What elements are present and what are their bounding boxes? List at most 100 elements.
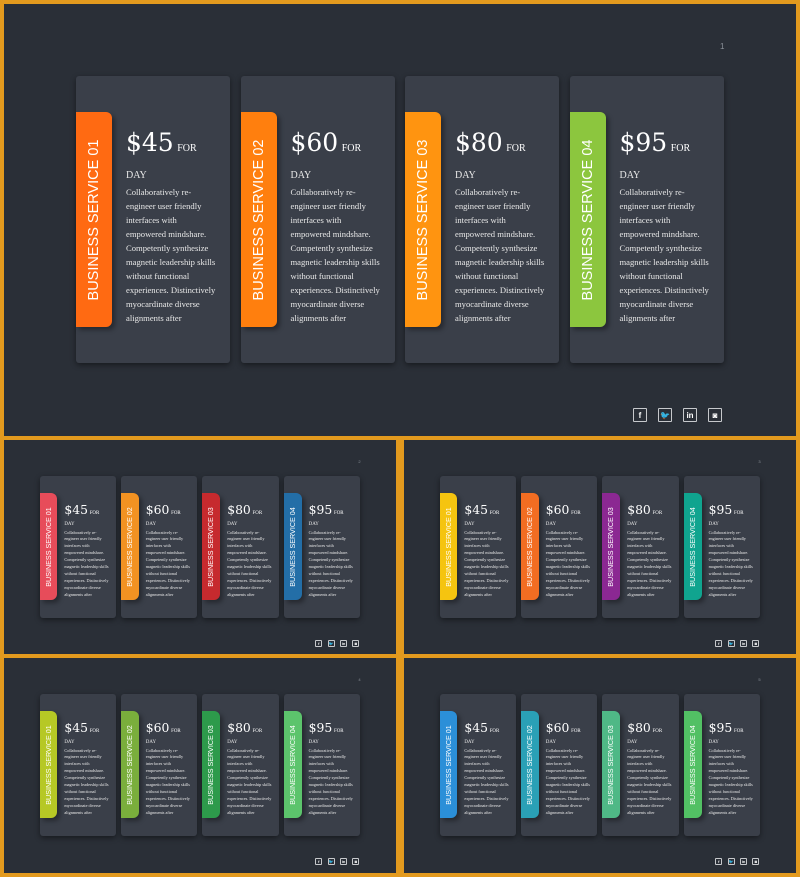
social-links: f 🐦 in ◙ (715, 857, 760, 865)
description-line: magnetic leadership skills (308, 782, 353, 788)
description-line: alignments after (627, 591, 655, 597)
service-tab: BUSINESS SERVICE 04 (683, 711, 702, 818)
facebook-icon[interactable]: f (715, 639, 723, 647)
pricing-card-3[interactable]: BUSINESS SERVICE 03 $80 FOR DAY Collaborati… (602, 475, 679, 618)
price-period: DAY (227, 522, 238, 528)
slide-2[interactable]: 2 BUSINESS SERVICE 01 $45 FOR DAY Collaborat… (4, 440, 396, 654)
description-line: engineer user friendly (145, 754, 184, 760)
twitter-icon[interactable]: 🐦 (658, 408, 672, 422)
service-tab: BUSINESS SERVICE 01 (439, 711, 458, 818)
price-for-label: FOR (89, 511, 100, 517)
pricing-card-4[interactable]: BUSINESS SERVICE 04 $95 FOR DAY Collaborati… (683, 475, 761, 618)
price-amount: $60 (145, 721, 170, 736)
linkedin-icon[interactable]: in (740, 857, 747, 865)
description-line: Competently synthesize (145, 775, 187, 781)
service-title: BUSINESS SERVICE 02 (525, 506, 534, 587)
pricing-card-4[interactable]: BUSINESS SERVICE 04 $95 FOR DAY Collaborati… (283, 475, 361, 618)
service-description: Collaboratively re-engineer user friendl… (227, 748, 278, 817)
linkedin-icon[interactable]: in (340, 857, 347, 865)
price-period: DAY (708, 522, 719, 528)
pricing-card-1[interactable]: BUSINESS SERVICE 01 $45 FOR DAY Collaborati… (439, 475, 516, 618)
description-line: magnetic leadership skills (145, 782, 190, 788)
instagram-icon[interactable]: ◙ (352, 857, 360, 865)
description-line: without functional (545, 571, 578, 577)
slide-3[interactable]: 3 BUSINESS SERVICE 01 $45 FOR DAY Collaborat… (404, 440, 796, 654)
pricing-card-3[interactable]: BUSINESS SERVICE 03 $80 FOR DAY Collaborati… (602, 693, 679, 836)
price-period: DAY (64, 522, 75, 528)
pricing-card-3[interactable]: BUSINESS SERVICE 03 $80 FOR DAY Collaborati… (405, 76, 559, 363)
description-line: Collaboratively re- (708, 529, 741, 535)
description-line: experiences. Distinctively (464, 578, 509, 584)
instagram-icon[interactable]: ◙ (352, 639, 360, 647)
pricing-card-4[interactable]: BUSINESS SERVICE 04 $95 FOR DAY Collaborati… (683, 693, 761, 836)
price-for-label: FOR (177, 143, 197, 154)
pricing-card-2[interactable]: BUSINESS SERVICE 02 $60 FOR DAY Collaborati… (521, 693, 598, 836)
price-row: $95 FOR (709, 501, 744, 519)
description-line: myocardinate diverse (619, 299, 694, 309)
description-line: magnetic leadership skills (464, 782, 509, 788)
linkedin-icon[interactable]: in (340, 639, 347, 647)
twitter-icon[interactable]: 🐦 (727, 639, 735, 647)
price-for-label: FOR (733, 729, 744, 735)
linkedin-icon[interactable]: in (683, 408, 697, 422)
description-line: without functional (290, 271, 354, 281)
facebook-icon[interactable]: f (315, 639, 323, 647)
service-description: Collaboratively re-engineer user friendl… (464, 748, 515, 817)
instagram-icon[interactable]: ◙ (752, 857, 760, 865)
description-line: interfaces with (64, 761, 90, 767)
pricing-card-1[interactable]: BUSINESS SERVICE 01 $45 FOR DAY Collaborati… (39, 693, 116, 836)
slide-5[interactable]: 5 BUSINESS SERVICE 01 $45 FOR DAY Collaborat… (404, 658, 796, 873)
service-tab: BUSINESS SERVICE 03 (602, 493, 621, 600)
facebook-icon[interactable]: f (715, 857, 723, 865)
price-period: DAY (308, 522, 319, 528)
slide-4[interactable]: 4 BUSINESS SERVICE 01 $45 FOR DAY Collaborat… (4, 658, 396, 873)
description-line: empowered mindshare. (464, 768, 505, 774)
twitter-icon[interactable]: 🐦 (727, 857, 735, 865)
price-row: $60 FOR (546, 719, 581, 737)
twitter-icon[interactable]: 🐦 (327, 639, 335, 647)
service-description: Collaboratively re-engineer user friendl… (455, 185, 559, 325)
social-links: f 🐦 in ◙ (315, 857, 360, 865)
pricing-card-4[interactable]: BUSINESS SERVICE 04 $95 FOR DAY Collaborati… (569, 76, 724, 363)
linkedin-icon[interactable]: in (740, 639, 747, 647)
slide-1[interactable]: 1 BUSINESS SERVICE 01 $45 FOR DAY Collaborat… (4, 4, 796, 436)
facebook-icon[interactable]: f (633, 408, 647, 422)
pricing-card-4[interactable]: BUSINESS SERVICE 04 $95 FOR DAY Collaborati… (283, 693, 361, 836)
service-tab: BUSINESS SERVICE 03 (202, 711, 221, 818)
pricing-card-2[interactable]: BUSINESS SERVICE 02 $60 FOR DAY Collaborati… (521, 475, 598, 618)
price-row: $60 FOR (291, 128, 362, 157)
service-title: BUSINESS SERVICE 01 (44, 506, 53, 587)
description-line: alignments after (455, 313, 511, 323)
price-row: $95 FOR (309, 501, 344, 519)
service-title: BUSINESS SERVICE 03 (607, 724, 616, 805)
instagram-icon[interactable]: ◙ (708, 408, 722, 422)
facebook-icon[interactable]: f (315, 857, 323, 865)
instagram-icon[interactable]: ◙ (752, 639, 760, 647)
description-line: myocardinate diverse (455, 299, 529, 309)
twitter-icon[interactable]: 🐦 (327, 857, 335, 865)
pricing-card-1[interactable]: BUSINESS SERVICE 01 $45 FOR DAY Collaborati… (76, 76, 230, 363)
description-line: empowered mindshare. (290, 229, 371, 239)
pricing-card-1[interactable]: BUSINESS SERVICE 01 $45 FOR DAY Collaborati… (39, 475, 116, 618)
description-line: myocardinate diverse (545, 802, 583, 808)
pricing-card-2[interactable]: BUSINESS SERVICE 02 $60 FOR DAY Collaborati… (240, 76, 395, 363)
description-line: myocardinate diverse (308, 802, 346, 808)
price-period: DAY (227, 740, 238, 746)
service-tab: BUSINESS SERVICE 01 (39, 711, 58, 818)
pricing-card-2[interactable]: BUSINESS SERVICE 02 $60 FOR DAY Collaborati… (121, 693, 198, 836)
description-line: magnetic leadership skills (545, 782, 590, 788)
description-line: Competently synthesize (627, 775, 668, 781)
price-row: $45 FOR (64, 501, 99, 519)
pricing-card-3[interactable]: BUSINESS SERVICE 03 $80 FOR DAY Collaborati… (202, 475, 279, 618)
service-title: BUSINESS SERVICE 03 (415, 139, 431, 300)
description-line: experiences. Distinctively (708, 578, 753, 584)
description-line: Competently synthesize (308, 775, 350, 781)
pricing-card-2[interactable]: BUSINESS SERVICE 02 $60 FOR DAY Collaborati… (121, 475, 198, 618)
pricing-card-3[interactable]: BUSINESS SERVICE 03 $80 FOR DAY Collaborati… (202, 693, 279, 836)
description-line: empowered mindshare. (126, 229, 207, 239)
description-line: without functional (627, 789, 659, 795)
pricing-card-1[interactable]: BUSINESS SERVICE 01 $45 FOR DAY Collaborati… (439, 693, 516, 836)
description-line: experiences. Distinctively (126, 285, 216, 295)
description-line: alignments after (227, 591, 255, 597)
description-line: experiences. Distinctively (145, 796, 190, 802)
